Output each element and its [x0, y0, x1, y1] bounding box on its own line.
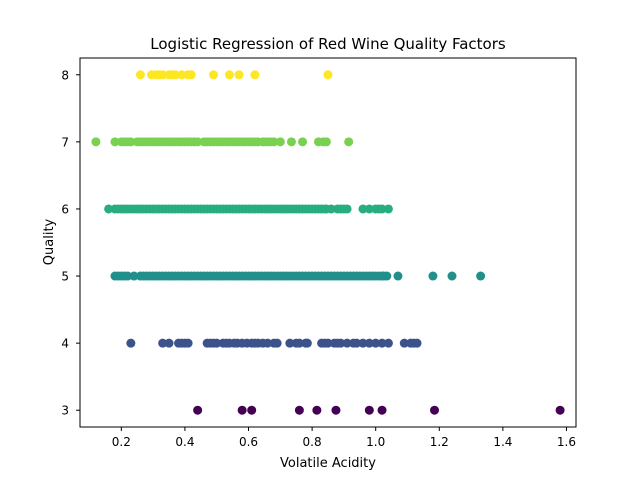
data-point: [364, 204, 374, 214]
data-point: [224, 70, 234, 80]
data-point: [364, 338, 374, 348]
points-layer: [91, 70, 565, 415]
data-point: [358, 204, 368, 214]
data-point: [323, 70, 333, 80]
data-point: [393, 271, 403, 281]
data-point: [123, 271, 133, 281]
y-tick-label: 8: [61, 68, 69, 82]
data-point: [383, 204, 393, 214]
data-point: [412, 338, 422, 348]
x-tick-label: 0.8: [303, 435, 322, 449]
data-point: [342, 204, 352, 214]
data-point: [91, 137, 101, 147]
data-point: [312, 405, 322, 415]
data-point: [209, 70, 219, 80]
series-quality-7: [91, 137, 354, 147]
data-point: [135, 70, 145, 80]
x-tick-label: 0.2: [112, 435, 131, 449]
x-tick-label: 1.0: [366, 435, 385, 449]
data-point: [286, 137, 296, 147]
data-point: [275, 137, 285, 147]
data-point: [331, 405, 341, 415]
data-point: [302, 338, 312, 348]
plot-frame: [79, 57, 577, 428]
x-tick-label: 0.6: [239, 435, 258, 449]
data-point: [377, 338, 387, 348]
y-tick-label: 4: [61, 337, 69, 351]
y-tick-label: 7: [61, 135, 69, 149]
data-point: [234, 70, 244, 80]
data-point: [326, 204, 336, 214]
data-point: [247, 405, 257, 415]
data-point: [193, 405, 203, 415]
data-point: [383, 338, 393, 348]
y-tick-label: 6: [61, 202, 69, 216]
data-point: [336, 338, 346, 348]
chart-title: Logistic Regression of Red Wine Quality …: [150, 35, 506, 53]
series-quality-4: [126, 338, 422, 348]
data-point: [164, 338, 174, 348]
x-axis: 0.2 0.4 0.6 0.8 1.0 1.2 1.4 1.6: [112, 427, 576, 449]
x-tick-label: 1.6: [557, 435, 576, 449]
data-point: [344, 137, 354, 147]
y-axis-label: Quality: [42, 218, 57, 265]
x-tick-label: 0.4: [175, 435, 194, 449]
data-point: [170, 70, 180, 80]
data-point: [183, 338, 193, 348]
data-point: [272, 338, 282, 348]
data-point: [555, 405, 565, 415]
y-tick-label: 3: [61, 404, 69, 418]
data-point: [193, 137, 203, 147]
data-point: [250, 70, 260, 80]
data-point: [237, 405, 247, 415]
data-point: [476, 271, 486, 281]
data-point: [342, 338, 352, 348]
y-tick-label: 5: [61, 270, 69, 284]
data-point: [263, 338, 273, 348]
data-point: [158, 70, 168, 80]
data-point: [177, 70, 187, 80]
data-point: [321, 137, 331, 147]
series-quality-3: [193, 405, 565, 415]
series-quality-5: [110, 271, 486, 281]
x-axis-label: Volatile Acidity: [280, 456, 376, 471]
data-point: [126, 137, 136, 147]
data-point: [323, 338, 333, 348]
data-point: [358, 338, 368, 348]
series-quality-6: [104, 204, 393, 214]
data-point: [377, 405, 387, 415]
data-point: [352, 338, 362, 348]
data-point: [298, 137, 308, 147]
data-point: [371, 338, 381, 348]
y-axis: 3 4 5 6 7 8: [61, 68, 80, 418]
series-quality-8: [135, 70, 333, 80]
data-point: [364, 405, 374, 415]
data-point: [269, 137, 279, 147]
data-point: [129, 271, 139, 281]
data-point: [285, 338, 295, 348]
data-point: [377, 204, 387, 214]
data-point: [158, 338, 168, 348]
data-point: [382, 271, 392, 281]
data-point: [212, 338, 222, 348]
data-point: [430, 405, 440, 415]
data-point: [447, 271, 457, 281]
x-tick-label: 1.2: [430, 435, 449, 449]
data-point: [399, 338, 409, 348]
data-point: [428, 271, 438, 281]
data-point: [126, 338, 136, 348]
data-point: [104, 204, 114, 214]
data-point: [110, 137, 120, 147]
data-point: [294, 405, 304, 415]
data-point: [294, 338, 304, 348]
data-point: [186, 70, 196, 80]
x-tick-label: 1.4: [493, 435, 512, 449]
